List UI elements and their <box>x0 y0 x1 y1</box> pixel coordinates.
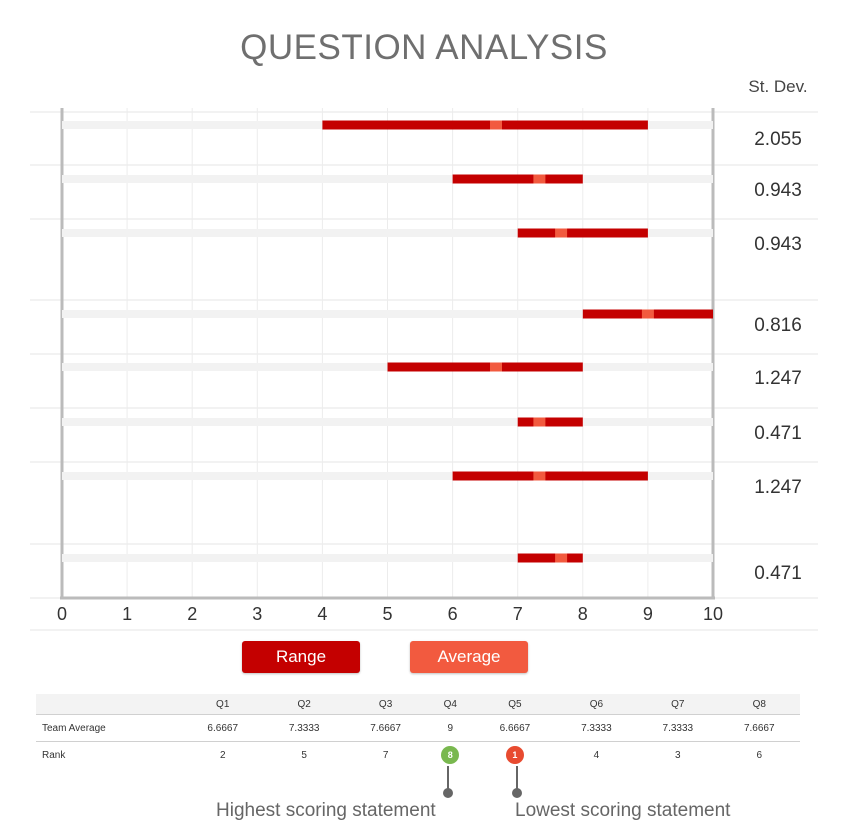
table-cell: 7.6667 <box>743 722 775 734</box>
x-tick-label: 1 <box>122 604 132 624</box>
column-header: Q3 <box>378 698 393 710</box>
highest-pointer-dot <box>443 788 453 798</box>
column-header: Q5 <box>508 698 522 710</box>
column-header: Q8 <box>752 698 766 710</box>
range-bar <box>322 120 648 130</box>
table-cell: 7.6667 <box>370 722 401 734</box>
table-cell: 7.3333 <box>662 722 694 734</box>
table-cell: 4 <box>593 749 600 761</box>
table-cell: 2 <box>219 749 226 761</box>
range-bar <box>452 174 583 184</box>
column-header: Q7 <box>671 698 685 710</box>
average-marker <box>490 362 503 372</box>
x-tick-label: 7 <box>513 604 523 624</box>
average-marker <box>533 417 546 427</box>
stdev-value: 1.247 <box>754 368 802 389</box>
x-tick-label: 10 <box>703 604 723 624</box>
range-track <box>62 175 713 183</box>
table-cell: 1 <box>474 742 555 769</box>
question-stats-table: Q1 Q2 Q3 Q4 Q5 Q6 Q7 Q8 Team Average 6.6… <box>36 694 800 768</box>
range-track <box>62 418 713 426</box>
highest-rank-badge: 8 <box>441 746 460 764</box>
stdev-value: 0.816 <box>754 315 802 336</box>
stdev-header: St. Dev. <box>748 77 807 96</box>
column-header: Q2 <box>297 698 311 710</box>
lowest-scoring-note: Lowest scoring statement <box>515 800 731 821</box>
lowest-pointer-dot <box>512 788 522 798</box>
stdev-value: 0.471 <box>754 563 802 584</box>
lowest-rank-badge: 1 <box>505 746 524 764</box>
column-header: Q1 <box>216 698 230 710</box>
range-bar <box>452 471 648 481</box>
range-bar <box>387 362 583 372</box>
average-marker <box>533 471 546 481</box>
average-marker <box>641 309 654 319</box>
average-marker <box>533 174 546 184</box>
table-corner <box>36 694 182 715</box>
table-cell: 7.3333 <box>581 722 612 734</box>
highest-pointer-line <box>447 766 449 792</box>
range-track <box>62 554 713 562</box>
table-cell: 6.6667 <box>207 722 239 734</box>
stdev-value: 0.471 <box>754 423 802 444</box>
x-tick-label: 0 <box>57 604 67 624</box>
average-marker <box>555 228 568 238</box>
table-cell: 3 <box>675 749 681 761</box>
table-cell: 7.3333 <box>288 722 320 734</box>
row-label: Rank <box>42 749 66 761</box>
column-header: Q4 <box>443 698 457 710</box>
table-cell: 7 <box>382 749 389 761</box>
range-track <box>62 229 713 237</box>
stdev-value: 2.055 <box>754 129 802 150</box>
stdev-value: 0.943 <box>754 180 802 201</box>
range-bar <box>517 553 583 563</box>
range-bar <box>517 417 583 427</box>
stdev-value: 1.247 <box>754 477 802 498</box>
table-cell: 6 <box>756 749 763 761</box>
stdev-value: 0.943 <box>754 234 802 255</box>
lowest-pointer-line <box>516 766 518 792</box>
table-header-row: Q1 Q2 Q3 Q4 Q5 Q6 Q7 Q8 <box>36 694 800 715</box>
x-tick-label: 9 <box>643 604 653 624</box>
average-marker <box>555 553 568 563</box>
x-tick-label: 4 <box>317 604 327 624</box>
team-average-row: Team Average 6.6667 7.3333 7.6667 9 6.66… <box>36 714 800 742</box>
range-track <box>62 310 713 318</box>
x-tick-label: 5 <box>382 604 392 624</box>
legend-average-button[interactable]: Average <box>410 641 528 673</box>
table-cell: 6.6667 <box>499 722 531 734</box>
table-cell: 5 <box>301 749 307 761</box>
legend-range-button[interactable]: Range <box>242 641 360 673</box>
range-chart: 0 1 2 3 4 5 6 7 8 9 10 St. Dev. 2.055 0.943 0.943 0.816… <box>30 77 818 631</box>
x-tick-label: 6 <box>448 604 458 624</box>
table-cell: 8 <box>426 742 474 769</box>
x-tick-label: 3 <box>252 604 262 624</box>
x-tick-label: 2 <box>187 604 197 624</box>
table-cell: 9 <box>447 722 454 734</box>
range-bar <box>517 228 648 238</box>
chart-title: QUESTION ANALYSIS <box>240 28 608 67</box>
column-header: Q6 <box>589 698 604 710</box>
highest-scoring-note: Highest scoring statement <box>216 800 436 821</box>
x-tick-label: 8 <box>578 604 588 624</box>
row-label: Team Average <box>42 722 106 734</box>
range-track <box>62 472 713 480</box>
rank-row: Rank 2 5 7 8 1 4 3 6 <box>36 741 800 769</box>
average-marker <box>490 120 503 130</box>
